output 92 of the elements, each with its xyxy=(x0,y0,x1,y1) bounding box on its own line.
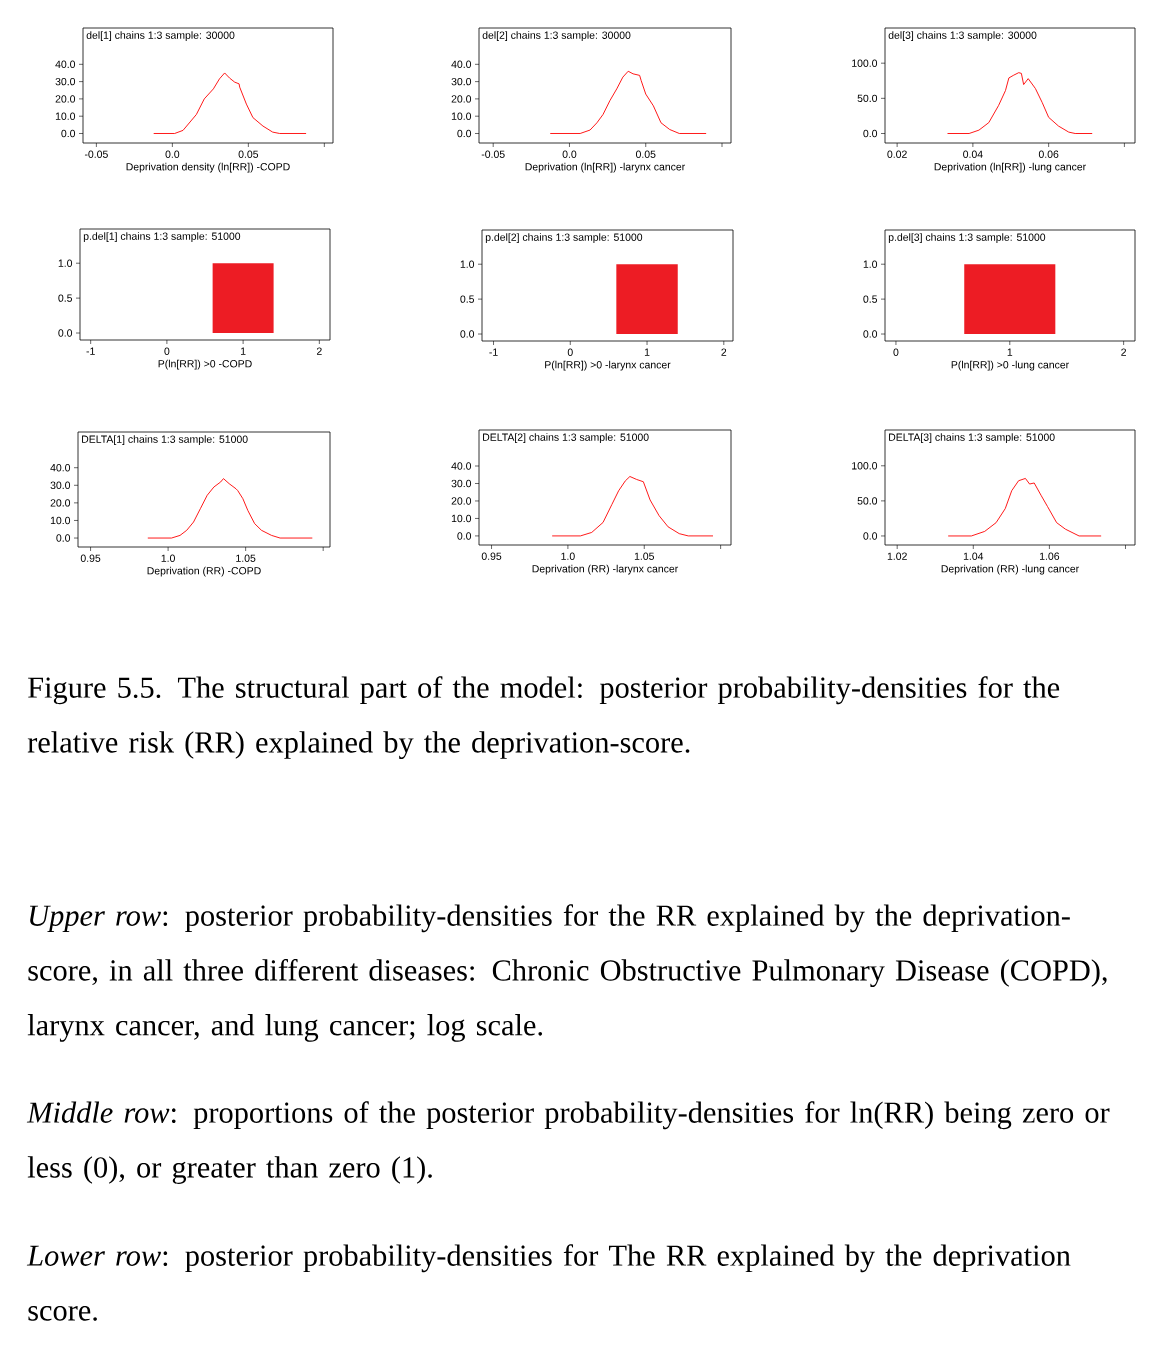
y-tick-label: 50.0 xyxy=(857,94,878,103)
x-axis-title: P(ln[RR]) >0 -COPD xyxy=(158,359,252,370)
y-tick-label: 30.0 xyxy=(451,77,472,86)
x-tick-label: 1 xyxy=(644,348,650,356)
y-tick-label: 50.0 xyxy=(857,497,878,505)
x-tick-label: 0.06 xyxy=(1038,150,1059,158)
y-tick-label: 0.0 xyxy=(863,129,878,138)
chart-title: DELTA[3] chains 1:3 sample: 51000 xyxy=(889,433,1055,443)
x-tick-label: 1.02 xyxy=(887,552,907,560)
y-tick-label: 20.0 xyxy=(50,499,71,507)
x-tick-label: 2 xyxy=(1121,348,1126,356)
y-tick-label: 0.0 xyxy=(863,330,878,338)
x-axis-title: Deprivation (RR) -larynx cancer xyxy=(532,564,679,575)
y-tick-label: 10.0 xyxy=(50,516,71,525)
y-tick-label: 0.0 xyxy=(61,129,76,138)
chart-title: DELTA[1] chains 1:3 sample: 51000 xyxy=(82,435,248,445)
x-tick-label: 1.0 xyxy=(161,554,175,562)
x-tick-label: 0.0 xyxy=(562,150,577,158)
x-tick-label: 0.05 xyxy=(635,150,656,158)
x-tick-label: 1.05 xyxy=(236,554,256,562)
x-axis-title: P(ln[RR]) >0 -larynx cancer xyxy=(545,360,671,371)
y-tick-label: 40.0 xyxy=(55,60,76,69)
chart-title: p.del[3] chains 1:3 sample: 51000 xyxy=(888,233,1046,243)
x-tick-label: 0.04 xyxy=(963,150,983,158)
x-tick-label: 0.95 xyxy=(481,552,502,560)
x-tick-label: 1.06 xyxy=(1040,552,1060,560)
y-tick-label: 40.0 xyxy=(50,464,71,472)
y-tick-label: 30.0 xyxy=(451,479,472,488)
chart-title: del[3] chains 1:3 sample: 30000 xyxy=(888,31,1037,41)
y-tick-label: 0.5 xyxy=(58,294,73,302)
x-tick-label: 0 xyxy=(567,348,573,356)
line-series xyxy=(147,478,313,539)
y-tick-label: 40.0 xyxy=(451,462,472,470)
chart-title: del[2] chains 1:3 sample: 30000 xyxy=(482,31,631,41)
y-tick-label: 10.0 xyxy=(451,112,472,120)
y-tick-label: 10.0 xyxy=(55,112,76,120)
y-tick-label: 0.0 xyxy=(457,129,472,138)
x-tick-label: 1.05 xyxy=(634,552,654,560)
x-tick-label: 0.05 xyxy=(238,150,259,158)
y-tick-label: 40.0 xyxy=(451,60,472,69)
y-tick-label: 1.0 xyxy=(460,260,475,268)
x-tick-label: 0.02 xyxy=(887,150,907,158)
y-tick-label: 30.0 xyxy=(55,77,76,86)
x-tick-label: 0.95 xyxy=(80,554,101,562)
x-tick-label: 1.04 xyxy=(963,552,984,560)
x-axis-title: Deprivation (ln[RR]) -larynx cancer xyxy=(525,162,686,173)
chart-title: del[1] chains 1:3 sample: 30000 xyxy=(86,31,235,41)
x-tick-label: 1 xyxy=(1007,348,1013,356)
x-tick-label: 1.0 xyxy=(561,552,575,560)
line-series xyxy=(153,72,307,134)
x-tick-label: -1 xyxy=(489,348,498,356)
y-tick-label: 100.0 xyxy=(852,462,878,470)
x-axis-title: Deprivation (RR) -COPD xyxy=(147,566,261,577)
caption: Figure 5.5. The structural part of the model: posterior probability-densities for the relative risk (RR) explained by the deprivation-score. xyxy=(27,676,1060,759)
y-tick-label: 0.5 xyxy=(863,295,878,303)
x-tick-label: 2 xyxy=(721,348,727,356)
x-axis-title: P(ln[RR]) >0 -lung cancer xyxy=(951,360,1069,371)
x-tick-label: 1 xyxy=(241,347,246,355)
text: Middle row: proportions of the posterior probability-densities for ln(RR) being zero or less (0), or greater than zero (1). xyxy=(26,1101,1110,1184)
line-series xyxy=(551,476,714,537)
y-tick-label: 0.5 xyxy=(460,295,475,303)
x-tick-label: -0.05 xyxy=(84,150,108,158)
x-tick-label: -1 xyxy=(86,347,95,355)
x-tick-label: -0.05 xyxy=(481,150,505,158)
x-axis-title: Deprivation (RR) -lung cancer xyxy=(941,564,1079,575)
y-tick-label: 20.0 xyxy=(451,497,472,505)
y-tick-label: 100.0 xyxy=(852,59,878,67)
line-series xyxy=(549,70,707,134)
line-series xyxy=(947,477,1102,537)
chart-title: p.del[1] chains 1:3 sample: 51000 xyxy=(83,232,241,242)
y-tick-label: 0.0 xyxy=(58,329,73,337)
chart-title: p.del[2] chains 1:3 sample: 51000 xyxy=(485,233,643,243)
y-tick-label: 30.0 xyxy=(50,481,71,489)
y-tick-label: 20.0 xyxy=(55,95,76,103)
x-tick-label: 0 xyxy=(893,348,899,356)
x-axis-title: Deprivation density (ln[RR]) -COPD xyxy=(126,162,290,173)
x-tick-label: 2 xyxy=(316,347,322,355)
y-tick-label: 0.0 xyxy=(863,532,878,540)
y-tick-label: 10.0 xyxy=(451,514,472,523)
y-tick-label: 1.0 xyxy=(863,260,878,268)
x-tick-label: 0.0 xyxy=(165,150,180,158)
text: Lower row: posterior probability-densities for The RR explained by the deprivation score. xyxy=(26,1244,1071,1321)
y-tick-label: 0.0 xyxy=(460,330,475,338)
line-series xyxy=(947,72,1093,134)
y-tick-label: 1.0 xyxy=(58,259,73,267)
chart-title: DELTA[2] chains 1:3 sample: 51000 xyxy=(483,433,649,443)
y-tick-label: 0.0 xyxy=(56,534,71,542)
text: Upper row: posterior probability-densities for the RR explained by the deprivation-score, in all three different diseases: Chronic Obstructive Pulmonary Disease (COPD), larynx cancer, and lung cancer; log scale. xyxy=(27,904,1107,1042)
x-axis-title: Deprivation (ln[RR]) -lung cancer xyxy=(934,162,1086,173)
y-tick-label: 0.0 xyxy=(457,532,472,540)
y-tick-label: 20.0 xyxy=(451,95,472,103)
x-tick-label: 0 xyxy=(164,347,170,355)
